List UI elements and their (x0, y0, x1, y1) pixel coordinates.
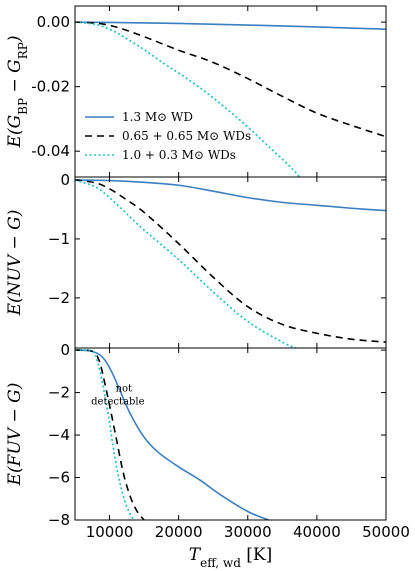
series-line-3 (75, 349, 135, 520)
series-group (75, 21, 386, 177)
series-line-3 (75, 179, 297, 348)
legend-label: 0.65 + 0.65 M⊙ WDs (122, 129, 251, 143)
annotation-text: detectable (91, 396, 144, 407)
legend-label: 1.0 + 0.3 M⊙ WDs (122, 148, 236, 162)
panel-3: 0 −2 −4 −6 −8 E(FUV − G) not detectable (5, 341, 387, 529)
y-tick-label: −8 (48, 511, 70, 529)
series-group (75, 349, 269, 520)
series-line-2 (75, 21, 386, 138)
annotation-text: not (116, 383, 132, 394)
y-tick-label: 0 (60, 341, 70, 359)
series-line-1 (75, 349, 269, 520)
series-line-1 (75, 179, 386, 212)
axes-frame (74, 176, 387, 349)
y-tick-label: −4 (48, 426, 70, 444)
x-tick-label: 40000 (293, 523, 341, 541)
legend-label: 1.3 M⊙ WD (122, 110, 193, 124)
x-tick-label: 10000 (86, 523, 134, 541)
axes-frame (74, 347, 387, 521)
panel-2: 0 −1 −2 E(NUV − G) (5, 171, 387, 349)
y-tick-label: −6 (48, 469, 70, 487)
y-tick-label: 0 (60, 171, 70, 189)
y-axis-label: E(NUV − G) (5, 210, 25, 317)
y-tick-label: -0.04 (31, 142, 70, 160)
x-axis-label: Teff, wd [K] (189, 545, 273, 570)
y-axis-label: E(FUV − G) (5, 383, 25, 487)
y-tick-label: -0.02 (31, 78, 70, 96)
series-line-2 (75, 179, 386, 343)
x-tick-label: 30000 (224, 523, 272, 541)
series-group (75, 179, 386, 348)
legend: 1.3 M⊙ WD 0.65 + 0.65 M⊙ WDs 1.0 + 0.3 M⊙ … (85, 110, 251, 162)
y-tick-label: −2 (48, 384, 70, 402)
y-tick-label: 0.00 (37, 13, 70, 31)
panel-1: 0.00 -0.02 -0.04E(GBP − GRP) (5, 5, 387, 178)
series-line-1 (75, 21, 386, 31)
x-tick-label: 50000 (362, 523, 410, 541)
y-tick-label: −1 (48, 230, 70, 248)
x-tick-label: 20000 (155, 523, 203, 541)
y-tick-label: −2 (48, 289, 70, 307)
y-axis-label: E(GBP − GRP) (5, 36, 30, 149)
